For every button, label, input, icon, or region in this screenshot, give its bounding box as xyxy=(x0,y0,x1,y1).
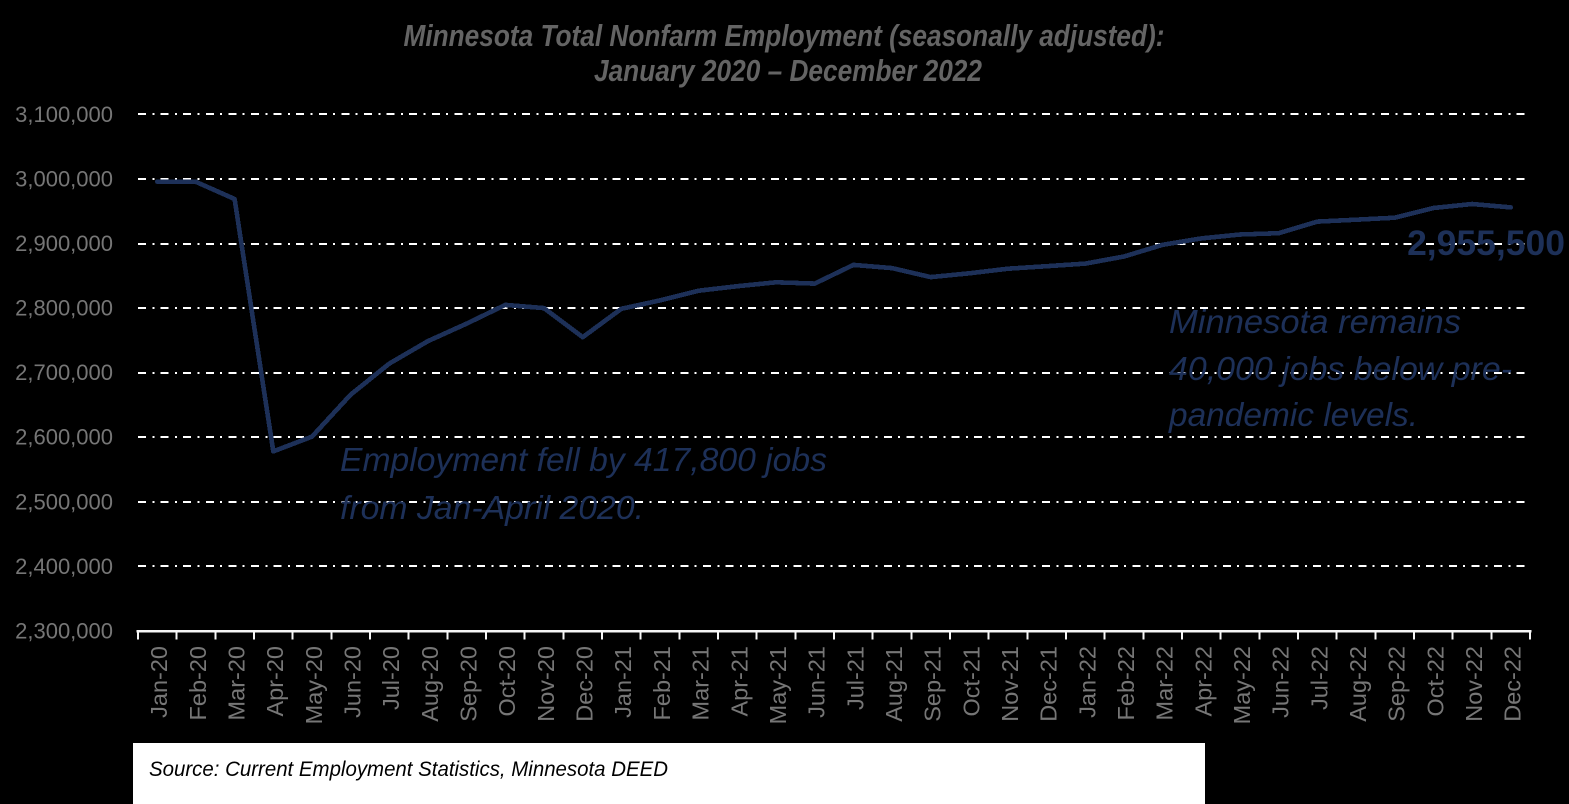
svg-text:May-22: May-22 xyxy=(1229,646,1255,724)
svg-text:Dec-21: Dec-21 xyxy=(1036,646,1062,722)
svg-text:Feb-22: Feb-22 xyxy=(1113,646,1139,720)
svg-text:2,955,500: 2,955,500 xyxy=(1407,223,1565,263)
svg-text:40,000 jobs below pre-: 40,000 jobs below pre- xyxy=(1169,350,1512,387)
svg-text:May-20: May-20 xyxy=(301,646,327,724)
svg-text:Jul-21: Jul-21 xyxy=(842,646,868,710)
svg-text:Feb-20: Feb-20 xyxy=(185,646,211,720)
svg-text:May-21: May-21 xyxy=(765,646,791,724)
svg-text:Jan-22: Jan-22 xyxy=(1074,646,1100,718)
svg-text:Sep-22: Sep-22 xyxy=(1384,646,1410,722)
svg-text:2,700,000: 2,700,000 xyxy=(15,360,113,385)
svg-text:2,600,000: 2,600,000 xyxy=(15,425,113,450)
svg-text:2,300,000: 2,300,000 xyxy=(15,618,113,643)
svg-text:Sep-21: Sep-21 xyxy=(920,646,946,722)
svg-text:Mar-20: Mar-20 xyxy=(223,646,249,720)
svg-text:Employment fell by 417,800 job: Employment fell by 417,800 jobs xyxy=(340,441,827,478)
svg-text:2,900,000: 2,900,000 xyxy=(15,231,113,256)
svg-text:Sep-20: Sep-20 xyxy=(456,646,482,722)
svg-text:Nov-20: Nov-20 xyxy=(533,646,559,722)
svg-text:Jan-21: Jan-21 xyxy=(610,646,636,718)
svg-text:Aug-21: Aug-21 xyxy=(881,646,907,722)
svg-text:Jul-22: Jul-22 xyxy=(1306,646,1332,710)
svg-text:Mar-21: Mar-21 xyxy=(688,646,714,720)
svg-text:Source: Current Employment Sta: Source: Current Employment Statistics, M… xyxy=(149,758,668,781)
svg-text:Mar-22: Mar-22 xyxy=(1152,646,1178,720)
svg-text:Oct-20: Oct-20 xyxy=(494,646,520,717)
svg-text:Oct-22: Oct-22 xyxy=(1422,646,1448,717)
svg-text:pandemic levels.: pandemic levels. xyxy=(1168,396,1418,433)
svg-text:Jun-21: Jun-21 xyxy=(804,646,830,718)
svg-text:Apr-20: Apr-20 xyxy=(262,646,288,717)
svg-text:2,800,000: 2,800,000 xyxy=(15,296,113,321)
svg-text:Oct-21: Oct-21 xyxy=(958,646,984,717)
svg-text:from Jan-April 2020.: from Jan-April 2020. xyxy=(340,489,644,526)
svg-text:Jun-22: Jun-22 xyxy=(1268,646,1294,718)
svg-text:Dec-20: Dec-20 xyxy=(572,646,598,722)
svg-text:Nov-22: Nov-22 xyxy=(1461,646,1487,722)
svg-text:Feb-21: Feb-21 xyxy=(649,646,675,720)
svg-text:Apr-21: Apr-21 xyxy=(726,646,752,717)
svg-text:3,000,000: 3,000,000 xyxy=(15,167,113,192)
svg-text:Minnesota Total Nonfarm Employ: Minnesota Total Nonfarm Employment (seas… xyxy=(404,18,1165,53)
svg-text:Jul-20: Jul-20 xyxy=(378,646,404,710)
svg-text:Jun-20: Jun-20 xyxy=(340,646,366,718)
svg-text:Apr-22: Apr-22 xyxy=(1190,646,1216,717)
svg-text:Dec-22: Dec-22 xyxy=(1500,646,1526,722)
svg-text:Jan-20: Jan-20 xyxy=(146,646,172,718)
svg-text:2,500,000: 2,500,000 xyxy=(15,489,113,514)
svg-text:January 2020 – December 2022: January 2020 – December 2022 xyxy=(594,53,982,88)
svg-text:Minnesota remains: Minnesota remains xyxy=(1169,303,1461,340)
svg-text:Aug-20: Aug-20 xyxy=(417,646,443,722)
svg-text:Nov-21: Nov-21 xyxy=(997,646,1023,722)
svg-text:Aug-22: Aug-22 xyxy=(1345,646,1371,722)
svg-text:2,400,000: 2,400,000 xyxy=(15,554,113,579)
svg-text:3,100,000: 3,100,000 xyxy=(15,102,113,127)
